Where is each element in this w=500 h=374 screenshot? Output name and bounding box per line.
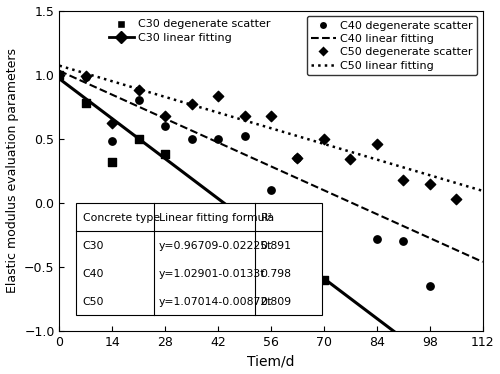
Point (188, 136, 196, 142)
X-axis label: Tiem/d: Tiem/d (248, 355, 295, 368)
Point (426, 283, 434, 289)
Legend: C40 degenerate scatter, C40 linear fitting, C50 degenerate scatter, C50 linear f: C40 degenerate scatter, C40 linear fitti… (306, 16, 477, 75)
Point (400, 238, 407, 244)
Point (108, 120, 116, 126)
Point (82, 73, 90, 79)
Point (108, 138, 116, 144)
Text: C50: C50 (82, 297, 104, 307)
Text: y=0.96709-0.02225t: y=0.96709-0.02225t (159, 241, 272, 251)
Point (188, 226, 196, 232)
Point (56, 72, 64, 78)
Point (108, 159, 116, 165)
Point (135, 136, 143, 142)
Point (135, 97, 143, 103)
Point (135, 87, 143, 93)
Point (320, 136, 328, 142)
Point (56, 72, 64, 78)
Point (267, 241, 275, 247)
Point (240, 113, 248, 119)
Point (294, 155, 302, 161)
Point (162, 151, 170, 157)
Text: y=1.07014-0.00872t: y=1.07014-0.00872t (159, 297, 272, 307)
Point (214, 213, 222, 219)
Text: 0.891: 0.891 (260, 241, 292, 251)
Point (426, 181, 434, 187)
Point (214, 94, 222, 99)
Point (82, 74, 90, 80)
Text: C40: C40 (82, 269, 104, 279)
Point (267, 187, 275, 193)
Point (240, 228, 248, 234)
Point (214, 136, 222, 142)
Text: Linear fitting formula: Linear fitting formula (159, 213, 274, 223)
Point (320, 277, 328, 283)
Point (294, 155, 302, 161)
Text: 0.809: 0.809 (260, 297, 292, 307)
Point (162, 113, 170, 119)
Text: Concrete type: Concrete type (82, 213, 160, 223)
Text: y=1.02901-0.0133t: y=1.02901-0.0133t (159, 269, 266, 279)
Point (188, 101, 196, 107)
Text: C30: C30 (82, 241, 104, 251)
Point (82, 100, 90, 106)
Point (346, 156, 354, 162)
Point (373, 141, 381, 147)
Point (162, 123, 170, 129)
Point (452, 196, 460, 202)
Text: R²: R² (260, 213, 272, 223)
Point (267, 113, 275, 119)
Y-axis label: Elastic modulus evaluation parameters: Elastic modulus evaluation parameters (6, 48, 18, 293)
Point (400, 177, 407, 183)
Point (373, 236, 381, 242)
Point (240, 133, 248, 139)
Text: 0.798: 0.798 (260, 269, 292, 279)
Point (56, 72, 64, 78)
Bar (76, 203, 322, 315)
Point (294, 272, 302, 278)
